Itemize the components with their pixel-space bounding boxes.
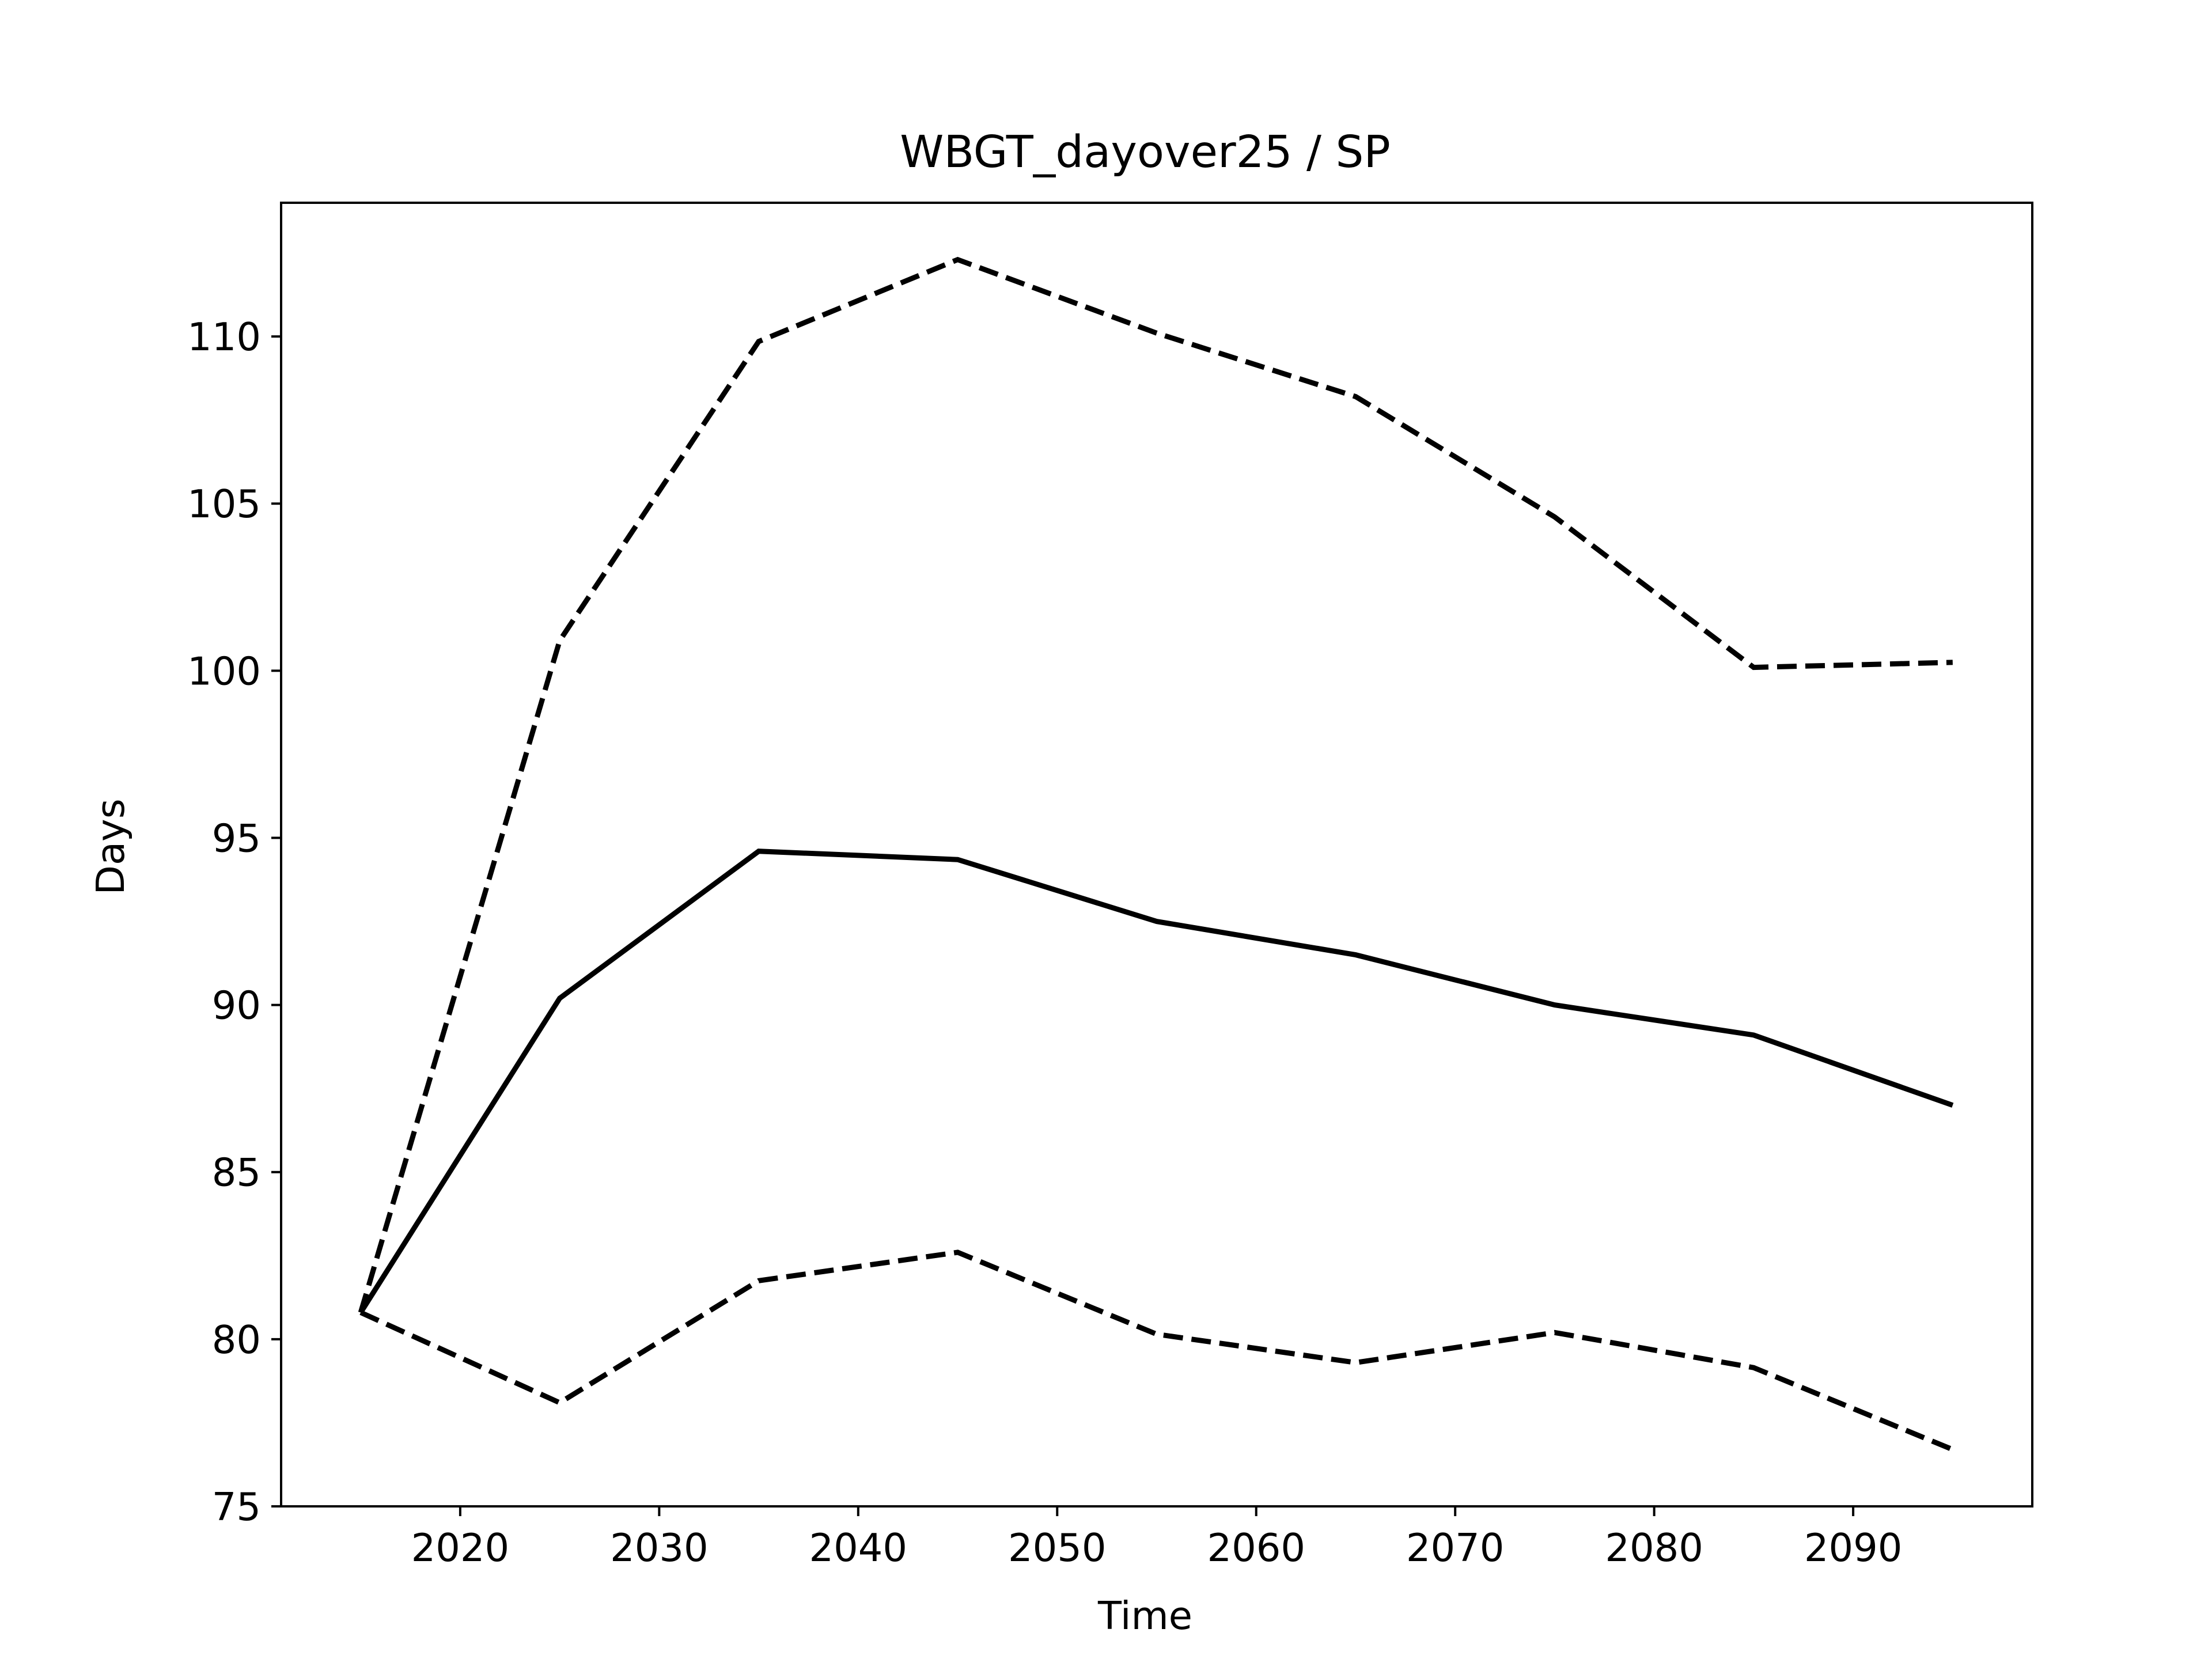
x-axis-label: Time bbox=[1097, 1593, 1192, 1638]
y-tick-label: 100 bbox=[187, 649, 261, 694]
y-axis-label: Days bbox=[88, 798, 133, 895]
x-tick-label: 2050 bbox=[1008, 1525, 1107, 1570]
chart-title: WBGT_dayover25 / SP bbox=[900, 127, 1391, 178]
solid-series-line-0 bbox=[358, 849, 1954, 1314]
x-tick-label: 2080 bbox=[1605, 1525, 1703, 1570]
y-tick-label: 105 bbox=[187, 482, 261, 527]
x-tick-label: 2070 bbox=[1406, 1525, 1505, 1570]
x-tick-label: 2040 bbox=[809, 1525, 908, 1570]
plot-area-frame bbox=[280, 202, 2033, 1508]
x-tick-label: 2020 bbox=[411, 1525, 510, 1570]
ticks-layer: 2020 2030 2040 2050 2060 2070 2080 2090 75 80 85 90… bbox=[187, 315, 1902, 1570]
y-tick-label: 85 bbox=[212, 1150, 261, 1195]
series-layer bbox=[358, 256, 1954, 1452]
y-tick-label: 90 bbox=[212, 983, 261, 1028]
dashed-series-line-2 bbox=[359, 1249, 1954, 1452]
y-tick-label: 95 bbox=[212, 816, 261, 861]
dashed-series-line-1 bbox=[358, 256, 1953, 1313]
y-tick-label: 75 bbox=[212, 1484, 261, 1529]
y-tick-label: 110 bbox=[187, 315, 261, 359]
y-tick-label: 80 bbox=[212, 1317, 261, 1362]
x-tick-label: 2060 bbox=[1207, 1525, 1305, 1570]
x-tick-label: 2090 bbox=[1804, 1525, 1903, 1570]
x-tick-label: 2030 bbox=[610, 1525, 709, 1570]
